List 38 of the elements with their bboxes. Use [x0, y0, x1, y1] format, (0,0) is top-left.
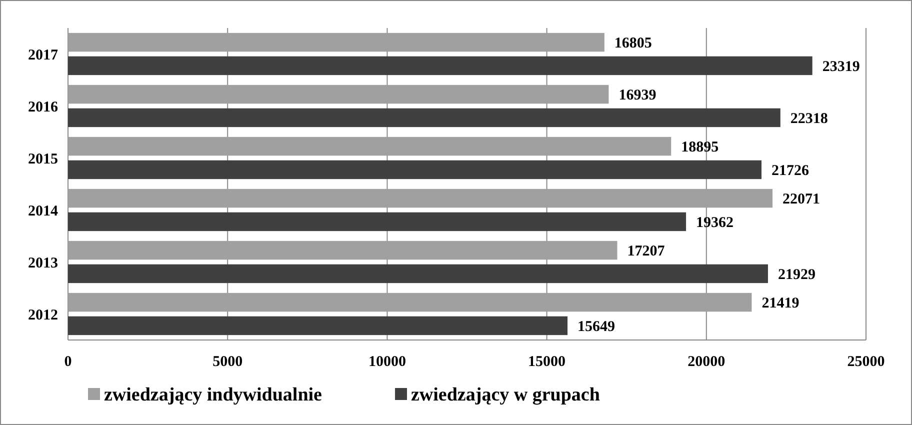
bar	[68, 56, 812, 76]
bar	[68, 108, 780, 128]
y-tick-label: 2013	[28, 255, 58, 272]
x-tick-label: 0	[64, 354, 72, 370]
bar	[68, 136, 672, 156]
bar	[68, 32, 604, 52]
bar	[68, 188, 773, 208]
x-tick-label: 5000	[212, 354, 243, 370]
bar	[68, 292, 752, 312]
legend-label: zwiedzający indywidualnie	[104, 384, 322, 406]
bar	[68, 160, 762, 180]
x-tick-label: 20000	[688, 354, 726, 370]
data-label: 17207	[627, 244, 666, 260]
y-tick-label: 2016	[28, 99, 58, 116]
data-label: 16805	[614, 36, 652, 52]
data-label: 15649	[578, 318, 616, 335]
bar	[68, 316, 568, 336]
x-tick-label: 10000	[368, 354, 406, 370]
y-tick-label: 2012	[28, 307, 58, 324]
y-tick-label: 2014	[28, 203, 58, 220]
data-label: 19362	[696, 214, 734, 231]
data-label: 16939	[618, 88, 656, 104]
bar	[68, 264, 768, 284]
bar	[68, 240, 618, 260]
data-label: 21726	[771, 162, 810, 179]
bar	[68, 84, 609, 104]
data-label: 23319	[822, 58, 860, 75]
bar	[68, 212, 686, 232]
x-tick-label: 25000	[847, 354, 885, 370]
data-label: 22318	[790, 110, 828, 127]
y-tick-label: 2017	[28, 47, 58, 64]
legend-label: zwiedzający w grupach	[411, 384, 600, 406]
data-label: 22071	[782, 192, 820, 208]
data-label: 21929	[778, 266, 816, 283]
data-label: 21419	[762, 296, 800, 312]
x-tick-label: 15000	[528, 354, 566, 370]
data-label: 18895	[681, 140, 719, 156]
y-tick-label: 2015	[28, 151, 58, 168]
